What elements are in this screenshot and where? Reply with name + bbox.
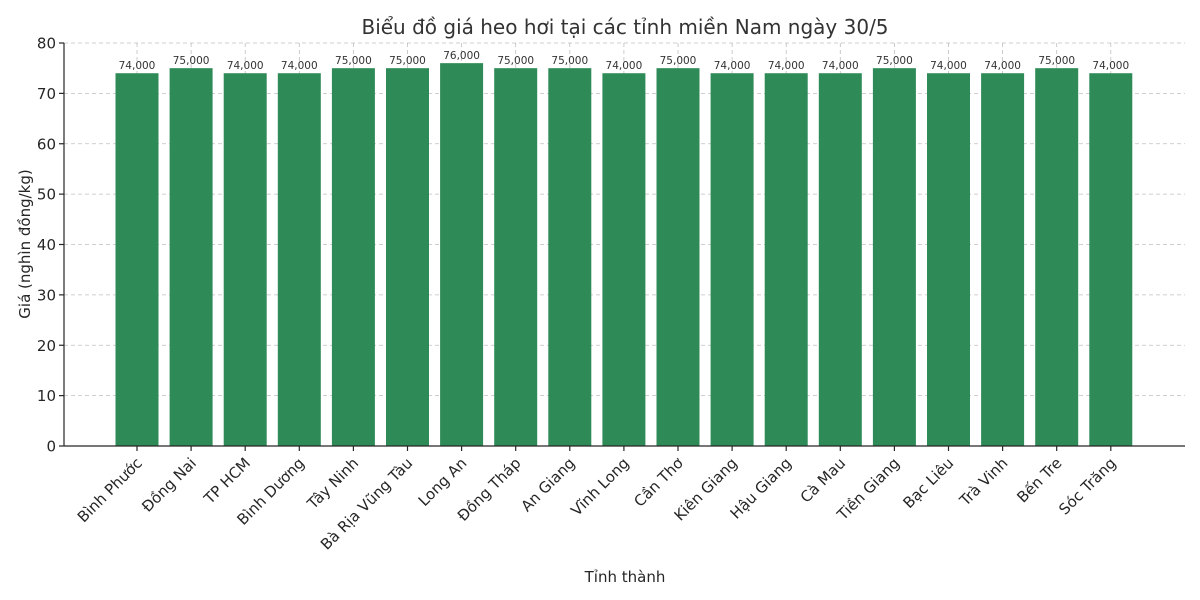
bar-value-label: 74,000 bbox=[227, 60, 264, 72]
bar bbox=[656, 68, 700, 446]
y-axis-label: Giá (nghìn đồng/kg) bbox=[16, 169, 34, 318]
bar-value-label: 75,000 bbox=[173, 55, 210, 67]
bar bbox=[277, 73, 321, 446]
y-tick-label: 50 bbox=[37, 186, 56, 204]
bar-value-label: 75,000 bbox=[876, 55, 913, 67]
bar-value-label: 74,000 bbox=[768, 60, 805, 72]
bar-value-label: 74,000 bbox=[1092, 60, 1129, 72]
x-tick-label: Bến Tre bbox=[1013, 454, 1065, 506]
x-tick-label: Bà Rịa Vũng Tàu bbox=[317, 454, 416, 553]
bar bbox=[927, 73, 970, 446]
x-tick-label: Long An bbox=[415, 454, 471, 510]
y-tick-label: 20 bbox=[37, 337, 56, 355]
y-axis: 0 10 20 30 40 50 60 70 80 bbox=[37, 35, 65, 456]
bar bbox=[710, 73, 754, 446]
bar-value-label: 74,000 bbox=[822, 60, 859, 72]
y-tick-label: 0 bbox=[46, 438, 56, 456]
chart-title: Biểu đồ giá heo hơi tại các tỉnh miền Na… bbox=[361, 15, 888, 39]
x-tick-label: Đồng Nai bbox=[138, 454, 200, 516]
x-tick-label: Sóc Trăng bbox=[1055, 454, 1119, 518]
bar-value-label: 74,000 bbox=[930, 60, 967, 72]
bar-value-label: 74,000 bbox=[281, 60, 318, 72]
x-tick-label: TP HCM bbox=[200, 454, 254, 508]
bar-value-label: 74,000 bbox=[984, 60, 1021, 72]
x-tick-label: Cần Thơ bbox=[630, 454, 687, 511]
bar bbox=[223, 73, 267, 446]
x-tick-label: Cà Mau bbox=[797, 454, 849, 506]
y-tick-label: 80 bbox=[37, 35, 56, 53]
bar-value-label: 74,000 bbox=[714, 60, 751, 72]
bar bbox=[818, 73, 862, 446]
bar bbox=[981, 73, 1025, 446]
x-tick-label: Bình Phước bbox=[74, 454, 146, 526]
x-axis-label: Tỉnh thành bbox=[584, 568, 666, 586]
bar-value-label: 75,000 bbox=[660, 55, 697, 67]
x-tick-label: Bạc Liêu bbox=[900, 454, 958, 512]
bar-value-label: 75,000 bbox=[1038, 55, 1075, 67]
y-tick-label: 70 bbox=[37, 85, 56, 103]
y-tick-label: 40 bbox=[37, 236, 56, 254]
bar bbox=[1089, 73, 1133, 446]
bar-value-label: 75,000 bbox=[497, 55, 534, 67]
bar bbox=[764, 73, 808, 446]
bar-value-label: 74,000 bbox=[606, 60, 643, 72]
bar bbox=[115, 73, 159, 446]
bar bbox=[1035, 68, 1079, 446]
bar bbox=[872, 68, 916, 446]
bar bbox=[169, 68, 213, 446]
bar bbox=[440, 63, 484, 447]
bar-value-label: 76,000 bbox=[443, 50, 480, 62]
bar bbox=[548, 68, 592, 446]
bar bbox=[602, 73, 646, 446]
y-tick-label: 30 bbox=[37, 286, 56, 304]
bar-value-label: 75,000 bbox=[551, 55, 588, 67]
bars-group: 74,000 75,000 74,000 74,000 75,000 75,000 76,0… bbox=[115, 50, 1133, 447]
x-tick-label: Vĩnh Long bbox=[567, 454, 632, 519]
bar bbox=[494, 68, 538, 446]
bar-value-label: 74,000 bbox=[119, 60, 156, 72]
x-tick-label: Trà Vinh bbox=[955, 454, 1011, 510]
bar bbox=[386, 68, 429, 446]
y-tick-label: 10 bbox=[37, 387, 56, 405]
bar-value-label: 75,000 bbox=[389, 55, 426, 67]
bar bbox=[331, 68, 375, 446]
bar-value-label: 75,000 bbox=[335, 55, 372, 67]
y-tick-label: 60 bbox=[37, 135, 56, 153]
